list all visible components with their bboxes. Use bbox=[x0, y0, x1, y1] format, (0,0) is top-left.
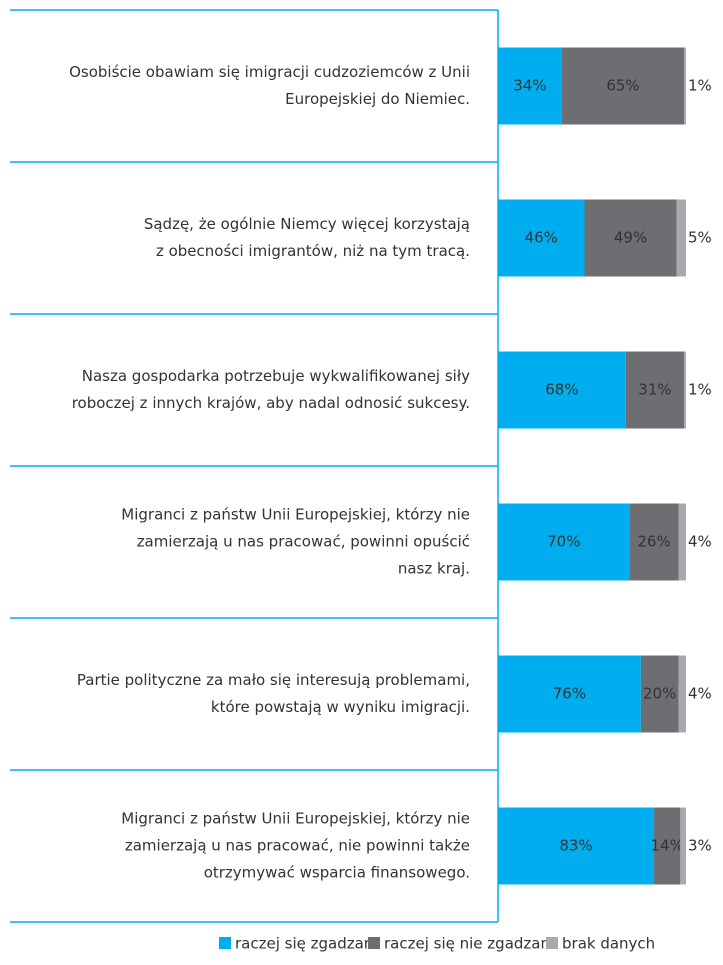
value-label: 5% bbox=[688, 229, 712, 247]
value-label: 34% bbox=[513, 77, 546, 95]
bar-segment bbox=[584, 199, 677, 277]
value-label: 83% bbox=[559, 837, 592, 855]
bar-segment bbox=[684, 47, 686, 125]
category-label: roboczej z innych krajów, aby nadal odno… bbox=[72, 394, 470, 412]
bar-segment bbox=[629, 503, 679, 581]
bar-segment bbox=[680, 807, 686, 885]
category-label: Nasza gospodarka potrzebuje wykwalifikow… bbox=[82, 367, 470, 385]
legend-label: brak danych bbox=[562, 935, 655, 953]
value-label: 65% bbox=[606, 77, 639, 95]
bar-segment bbox=[498, 47, 562, 125]
bar-segment bbox=[678, 655, 686, 733]
value-label: 14% bbox=[651, 837, 684, 855]
bar-segment bbox=[498, 351, 626, 429]
value-label: 4% bbox=[688, 533, 712, 551]
category-label: z obecności imigrantów, niż na tym tracą… bbox=[156, 242, 470, 260]
value-label: 49% bbox=[614, 229, 647, 247]
value-label: 76% bbox=[553, 685, 586, 703]
category-label: Europejskiej do Niemiec. bbox=[285, 90, 470, 108]
category-label: które powstają w wyniku imigracji. bbox=[211, 698, 470, 716]
category-label: Partie polityczne za mało się interesują… bbox=[77, 671, 470, 689]
value-label: 20% bbox=[643, 685, 676, 703]
bar-segment bbox=[678, 503, 686, 581]
legend-swatch bbox=[219, 937, 231, 949]
bar-segment bbox=[498, 199, 585, 277]
legend-swatch bbox=[546, 937, 558, 949]
value-label: 4% bbox=[688, 685, 712, 703]
value-label: 31% bbox=[638, 381, 671, 399]
category-label: nasz kraj. bbox=[398, 560, 470, 578]
category-label: otrzymywać wsparcia finansowego. bbox=[204, 864, 470, 882]
category-label: zamierzają u nas pracować, nie powinni t… bbox=[125, 837, 470, 855]
value-label: 70% bbox=[547, 533, 580, 551]
category-label: Migranci z państw Unii Europejskiej, któ… bbox=[121, 810, 470, 828]
category-label: Migranci z państw Unii Europejskiej, któ… bbox=[121, 506, 470, 524]
bar-segment bbox=[561, 47, 685, 125]
bar-segment bbox=[684, 351, 686, 429]
value-label: 26% bbox=[637, 533, 670, 551]
bar-segment bbox=[498, 655, 641, 733]
legend-label: raczej się zgadzam bbox=[235, 935, 378, 953]
bar-segment bbox=[498, 503, 630, 581]
bar-segment bbox=[654, 807, 681, 885]
value-label: 1% bbox=[688, 381, 712, 399]
category-label: Osobiście obawiam się imigracji cudzozie… bbox=[69, 63, 470, 81]
bar-segment bbox=[640, 655, 679, 733]
value-label: 68% bbox=[545, 381, 578, 399]
value-label: 46% bbox=[525, 229, 558, 247]
bar-segment bbox=[498, 807, 655, 885]
category-label: Sądzę, że ogólnie Niemcy więcej korzysta… bbox=[144, 215, 470, 233]
value-label: 1% bbox=[688, 77, 712, 95]
legend-swatch bbox=[368, 937, 380, 949]
value-label: 3% bbox=[688, 837, 712, 855]
legend-label: raczej się nie zgadzam bbox=[384, 935, 555, 953]
category-label: zamierzają u nas pracować, powinni opuśc… bbox=[137, 533, 470, 551]
bar-segment bbox=[676, 199, 686, 277]
bar-segment bbox=[625, 351, 685, 429]
